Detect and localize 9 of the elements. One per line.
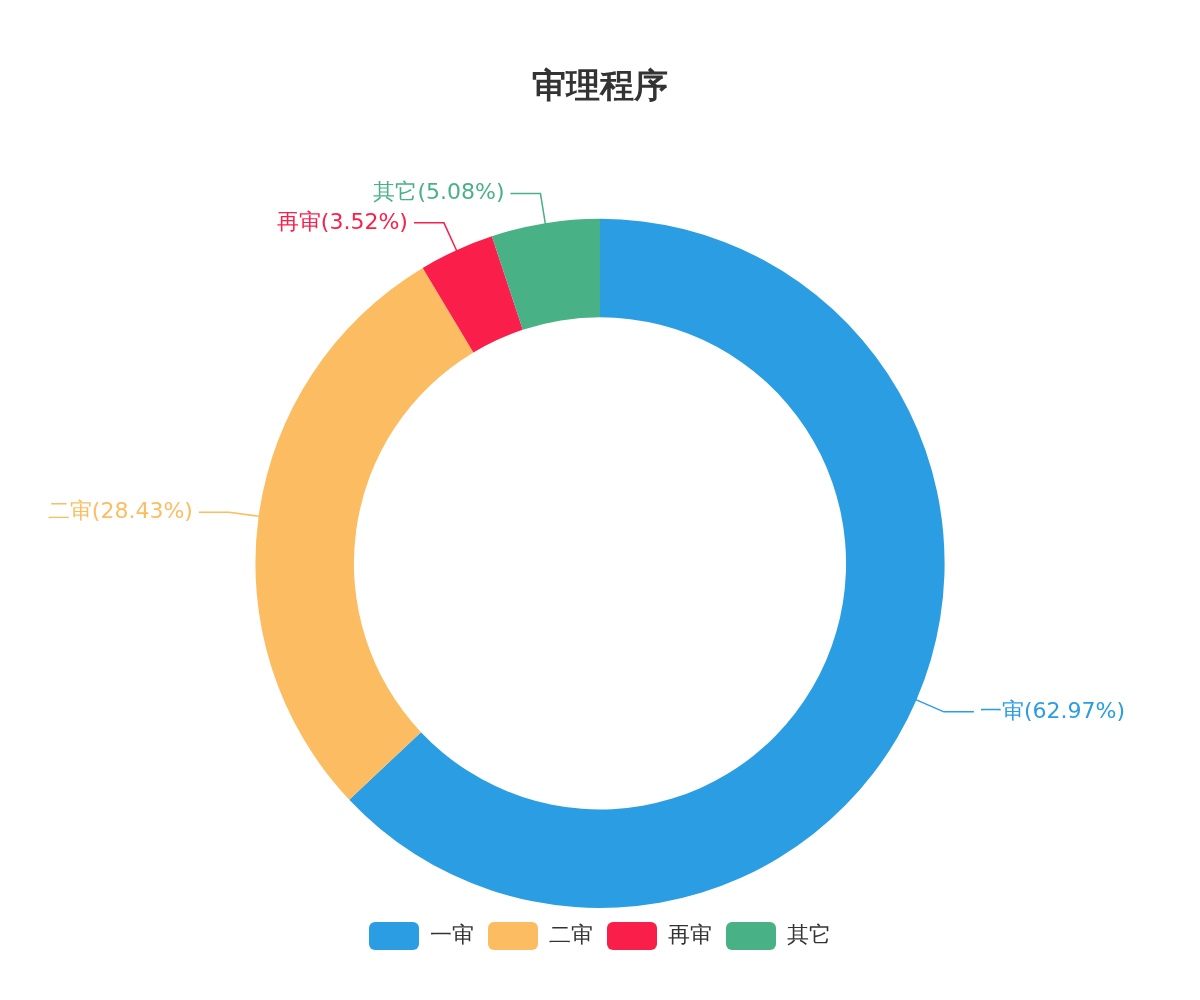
data-label: 其它(5.08%) [373, 179, 505, 205]
data-label: 再审(3.52%) [276, 208, 408, 234]
legend-label: 二审 [549, 921, 593, 947]
chart-title: 审理程序 [532, 65, 668, 106]
legend-label: 其它 [787, 921, 831, 947]
legend-label: 一审 [430, 921, 474, 947]
legend-label: 再审 [668, 921, 712, 947]
data-label: 一审(62.97%) [979, 697, 1125, 723]
data-label: 二审(28.43%) [47, 497, 193, 523]
